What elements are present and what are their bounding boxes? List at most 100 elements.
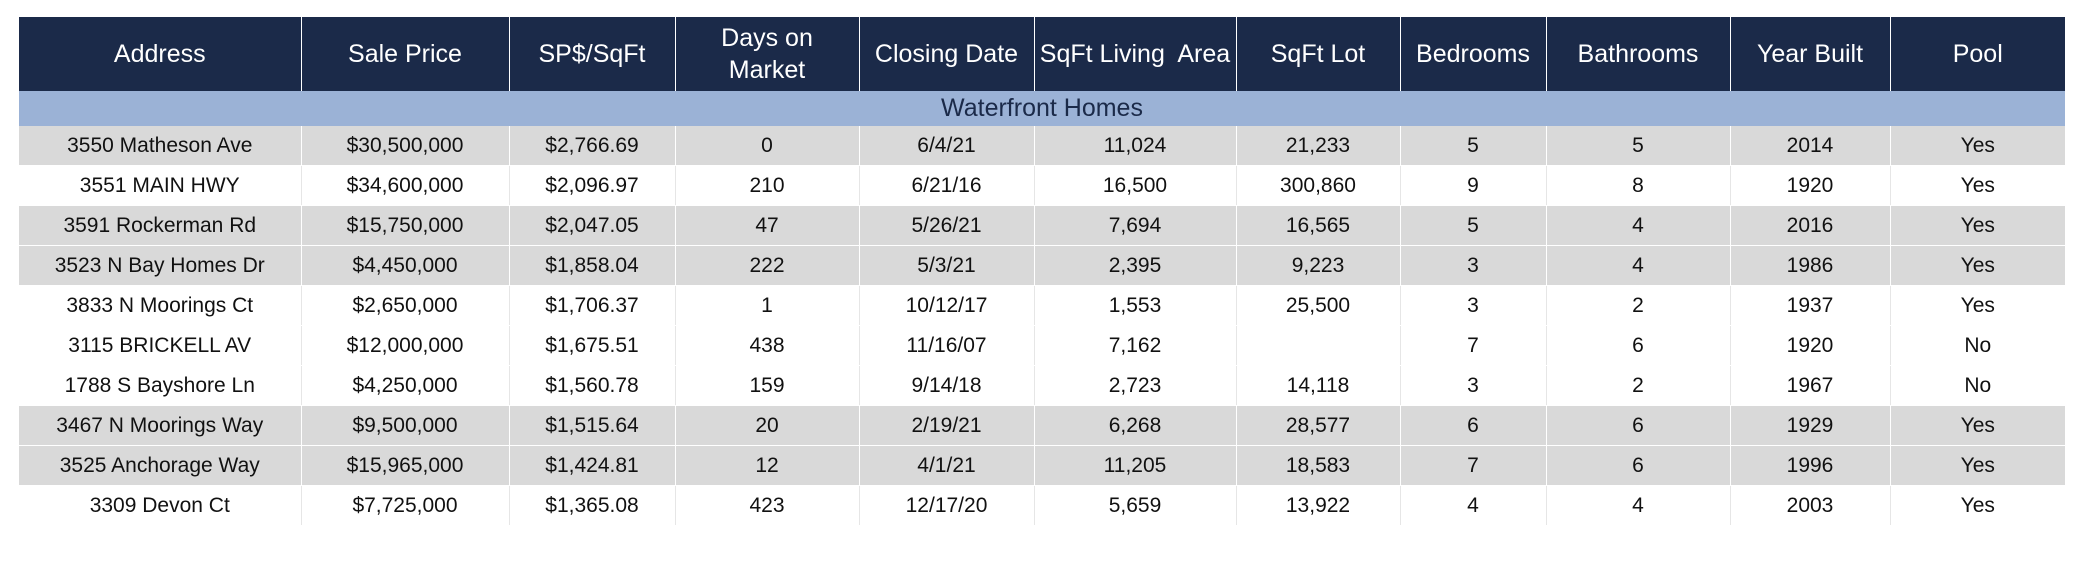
header-sqft-living-area: SqFt Living Area <box>1034 17 1237 91</box>
cell-bathrooms: 4 <box>1546 245 1731 286</box>
cell-sqft-lot: 18,583 <box>1236 445 1401 486</box>
cell-closing-date: 2/19/21 <box>859 405 1035 446</box>
cell-sqft-lot: 14,118 <box>1236 365 1401 406</box>
cell-bathrooms: 8 <box>1546 165 1731 206</box>
cell-sale-price: $12,000,000 <box>301 325 510 366</box>
header-address: Address <box>19 17 302 91</box>
cell-sqft-living-area: 11,205 <box>1034 445 1237 486</box>
cell-price-per-sqft: $1,515.64 <box>509 405 676 446</box>
cell-closing-date: 10/12/17 <box>859 285 1035 326</box>
cell-pool: Yes <box>1890 485 2065 526</box>
header-bathrooms: Bathrooms <box>1546 17 1731 91</box>
cell-pool: No <box>1890 325 2065 366</box>
cell-days-on-market: 222 <box>675 245 860 286</box>
cell-sale-price: $4,450,000 <box>301 245 510 286</box>
cell-year-built: 1937 <box>1730 285 1891 326</box>
cell-sqft-lot <box>1236 325 1401 366</box>
cell-days-on-market: 0 <box>675 126 860 166</box>
cell-price-per-sqft: $1,365.08 <box>509 485 676 526</box>
cell-sale-price: $2,650,000 <box>301 285 510 326</box>
cell-year-built: 1929 <box>1730 405 1891 446</box>
section-header-row: Waterfront Homes <box>19 91 2065 126</box>
cell-bathrooms: 6 <box>1546 405 1731 446</box>
table-row: 3591 Rockerman Rd $15,750,000 $2,047.05 47 5… <box>19 205 2065 246</box>
cell-address: 3115 BRICKELL AV <box>19 325 302 366</box>
cell-price-per-sqft: $2,096.97 <box>509 165 676 206</box>
cell-bedrooms: 5 <box>1400 126 1547 166</box>
cell-address: 3551 MAIN HWY <box>19 165 302 206</box>
cell-price-per-sqft: $2,047.05 <box>509 205 676 246</box>
cell-closing-date: 9/14/18 <box>859 365 1035 406</box>
header-price-per-sqft: SP$/SqFt <box>509 17 676 91</box>
cell-pool: No <box>1890 365 2065 406</box>
cell-days-on-market: 47 <box>675 205 860 246</box>
cell-address: 3467 N Moorings Way <box>19 405 302 446</box>
cell-year-built: 2016 <box>1730 205 1891 246</box>
cell-closing-date: 4/1/21 <box>859 445 1035 486</box>
sales-table-container: Address Sale Price SP$/SqFt Days on Mark… <box>19 17 2065 526</box>
cell-pool: Yes <box>1890 245 2065 286</box>
cell-sqft-lot: 9,223 <box>1236 245 1401 286</box>
cell-address: 3550 Matheson Ave <box>19 126 302 166</box>
cell-year-built: 1967 <box>1730 365 1891 406</box>
cell-year-built: 1986 <box>1730 245 1891 286</box>
cell-sqft-lot: 13,922 <box>1236 485 1401 526</box>
cell-pool: Yes <box>1890 405 2065 446</box>
cell-price-per-sqft: $1,706.37 <box>509 285 676 326</box>
cell-bedrooms: 3 <box>1400 245 1547 286</box>
cell-bedrooms: 7 <box>1400 325 1547 366</box>
cell-sale-price: $4,250,000 <box>301 365 510 406</box>
header-pool: Pool <box>1890 17 2065 91</box>
cell-address: 3525 Anchorage Way <box>19 445 302 486</box>
cell-price-per-sqft: $1,858.04 <box>509 245 676 286</box>
cell-year-built: 2003 <box>1730 485 1891 526</box>
cell-year-built: 1996 <box>1730 445 1891 486</box>
cell-bedrooms: 6 <box>1400 405 1547 446</box>
cell-sale-price: $34,600,000 <box>301 165 510 206</box>
table-row: 3833 N Moorings Ct $2,650,000 $1,706.37 1 10… <box>19 285 2065 326</box>
cell-pool: Yes <box>1890 205 2065 246</box>
header-sale-price: Sale Price <box>301 17 510 91</box>
cell-sqft-lot: 28,577 <box>1236 405 1401 446</box>
cell-bedrooms: 4 <box>1400 485 1547 526</box>
cell-sqft-living-area: 1,553 <box>1034 285 1237 326</box>
cell-sqft-living-area: 2,395 <box>1034 245 1237 286</box>
table-row: 3550 Matheson Ave $30,500,000 $2,766.69 0 6/… <box>19 126 2065 166</box>
header-closing-date: Closing Date <box>859 17 1035 91</box>
cell-sqft-lot: 300,860 <box>1236 165 1401 206</box>
cell-sale-price: $7,725,000 <box>301 485 510 526</box>
header-sqft-lot: SqFt Lot <box>1236 17 1401 91</box>
cell-sqft-lot: 21,233 <box>1236 126 1401 166</box>
cell-sale-price: $9,500,000 <box>301 405 510 446</box>
table-row: 1788 S Bayshore Ln $4,250,000 $1,560.78 159… <box>19 365 2065 406</box>
cell-sqft-living-area: 2,723 <box>1034 365 1237 406</box>
cell-pool: Yes <box>1890 165 2065 206</box>
cell-days-on-market: 423 <box>675 485 860 526</box>
cell-bedrooms: 5 <box>1400 205 1547 246</box>
cell-bathrooms: 6 <box>1546 325 1731 366</box>
table-row: 3309 Devon Ct $7,725,000 $1,365.08 423 12/17… <box>19 485 2065 526</box>
cell-closing-date: 5/3/21 <box>859 245 1035 286</box>
cell-price-per-sqft: $1,424.81 <box>509 445 676 486</box>
cell-sale-price: $15,750,000 <box>301 205 510 246</box>
table-row: 3551 MAIN HWY $34,600,000 $2,096.97 210 6/21… <box>19 165 2065 206</box>
cell-sqft-living-area: 7,162 <box>1034 325 1237 366</box>
header-row: Address Sale Price SP$/SqFt Days on Mark… <box>19 17 2065 91</box>
cell-bathrooms: 6 <box>1546 445 1731 486</box>
cell-closing-date: 5/26/21 <box>859 205 1035 246</box>
cell-price-per-sqft: $1,675.51 <box>509 325 676 366</box>
cell-pool: Yes <box>1890 445 2065 486</box>
section-title: Waterfront Homes <box>19 91 2065 126</box>
header-days-on-market: Days on Market <box>675 17 860 91</box>
cell-closing-date: 11/16/07 <box>859 325 1035 366</box>
cell-year-built: 2014 <box>1730 126 1891 166</box>
cell-sqft-lot: 16,565 <box>1236 205 1401 246</box>
cell-sqft-living-area: 5,659 <box>1034 485 1237 526</box>
cell-days-on-market: 438 <box>675 325 860 366</box>
cell-sqft-living-area: 6,268 <box>1034 405 1237 446</box>
cell-bathrooms: 2 <box>1546 365 1731 406</box>
cell-days-on-market: 159 <box>675 365 860 406</box>
table-row: 3523 N Bay Homes Dr $4,450,000 $1,858.04 22… <box>19 245 2065 286</box>
cell-bedrooms: 9 <box>1400 165 1547 206</box>
cell-bedrooms: 3 <box>1400 285 1547 326</box>
